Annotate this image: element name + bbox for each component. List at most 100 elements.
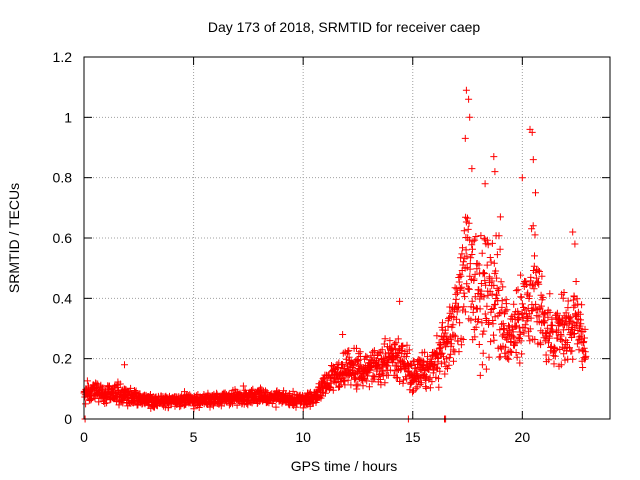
data-point (441, 370, 449, 378)
data-point (497, 308, 505, 316)
data-point (553, 309, 561, 317)
data-point (365, 383, 373, 391)
data-point (422, 384, 430, 392)
data-point (435, 383, 443, 391)
data-point (239, 382, 247, 390)
data-point (458, 250, 466, 258)
data-point (83, 377, 91, 385)
data-point (555, 316, 562, 324)
data-point (353, 385, 361, 393)
data-point (564, 297, 572, 305)
data-point (392, 339, 400, 347)
y-tick-label: 0.8 (53, 170, 73, 186)
data-point (551, 352, 559, 360)
data-point (475, 315, 482, 323)
data-point (546, 308, 554, 316)
data-point (551, 345, 559, 353)
data-point (329, 386, 337, 394)
data-point (510, 300, 518, 308)
data-point (571, 240, 579, 248)
data-point (550, 352, 558, 360)
data-point (540, 311, 548, 319)
data-point (403, 350, 411, 357)
data-point (491, 168, 499, 176)
data-point (449, 346, 457, 354)
data-point (520, 329, 528, 337)
data-point (121, 361, 128, 369)
data-point (495, 287, 503, 294)
data-point (394, 374, 401, 382)
data-point (579, 364, 587, 371)
data-point (516, 330, 524, 338)
data-point (545, 356, 553, 364)
data-point (457, 341, 465, 349)
data-point (460, 258, 467, 266)
data-point (328, 362, 335, 369)
data-point (491, 313, 499, 321)
data-point (447, 350, 455, 358)
data-point (447, 340, 455, 348)
data-point (513, 353, 521, 361)
data-point (464, 214, 471, 222)
data-point (488, 290, 496, 298)
data-point (341, 381, 349, 389)
data-point (557, 361, 565, 369)
data-point (451, 332, 459, 340)
data-point (501, 307, 509, 315)
data-point (375, 349, 383, 357)
data-point (480, 234, 488, 242)
data-point (536, 268, 543, 275)
data-point (493, 274, 501, 282)
data-point (345, 347, 353, 355)
y-tick-label: 0.4 (53, 290, 73, 306)
data-point (451, 284, 459, 292)
data-point (530, 262, 538, 270)
data-point (483, 236, 491, 244)
data-point (469, 245, 476, 253)
data-point (85, 382, 92, 390)
data-point (476, 305, 484, 313)
data-point (478, 319, 486, 327)
data-point (471, 333, 479, 341)
data-point (514, 286, 522, 294)
data-point (347, 381, 355, 389)
data-point (568, 347, 576, 355)
data-point (532, 274, 540, 282)
y-tick-label: 0 (64, 411, 72, 427)
data-point (501, 349, 509, 357)
data-point (469, 237, 477, 245)
data-point (417, 379, 425, 387)
data-point (526, 325, 534, 333)
data-point (505, 355, 513, 363)
data-point (523, 280, 531, 288)
data-point (496, 245, 504, 253)
data-point (531, 252, 538, 260)
data-point (456, 319, 464, 327)
data-point (371, 373, 379, 381)
data-point (580, 338, 588, 346)
data-point (445, 354, 453, 362)
data-point (405, 346, 413, 354)
data-point (456, 271, 464, 279)
data-point (450, 357, 457, 365)
data-point (498, 297, 506, 305)
data-point (476, 371, 484, 379)
data-point (517, 293, 525, 301)
y-tick-label: 1.2 (53, 49, 73, 65)
data-point (506, 347, 514, 355)
data-point (528, 281, 536, 289)
data-point (445, 361, 453, 369)
data-point (468, 297, 476, 305)
data-point (550, 360, 558, 368)
x-tick-label: 10 (295, 429, 311, 445)
data-point (434, 354, 442, 362)
data-point (569, 228, 577, 236)
data-point (233, 401, 241, 409)
data-point (481, 180, 489, 188)
data-point (289, 387, 297, 395)
data-point (462, 86, 470, 94)
data-point (475, 341, 483, 348)
data-point (326, 383, 334, 391)
data-point (334, 364, 342, 371)
